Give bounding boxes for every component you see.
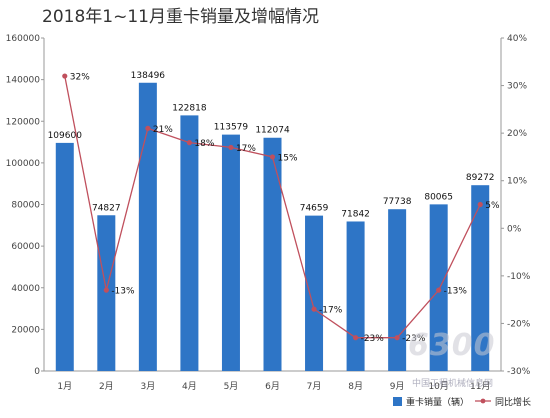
bar-value-label: 122818 xyxy=(172,103,207,113)
left-tick-label: 160000 xyxy=(6,34,41,44)
x-tick-label: 2月 xyxy=(99,381,114,392)
growth-point xyxy=(394,335,400,341)
growth-value-label: -13% xyxy=(111,287,135,297)
right-tick-label: -20% xyxy=(507,319,531,329)
right-axis-ticks: -30% -20% -10% 0% 10% 20% 30% 40% xyxy=(501,34,531,377)
legend-line-label: 同比增长 xyxy=(495,396,531,408)
bar xyxy=(471,185,490,371)
bar-value-label: 138496 xyxy=(131,71,166,81)
left-tick-label: 40000 xyxy=(11,284,40,294)
growth-point xyxy=(145,125,151,131)
x-tick-label: 5月 xyxy=(224,381,239,392)
left-tick-label: 120000 xyxy=(6,117,41,127)
growth-value-labels: 32% -13% 21% 18% 17% 15% -17% -23% -23% -13% 5% xyxy=(70,73,500,345)
x-tick-label: 7月 xyxy=(307,381,322,392)
right-tick-label: -10% xyxy=(507,272,531,282)
growth-point xyxy=(311,306,317,312)
x-tick-label: 9月 xyxy=(390,381,405,392)
bar-value-label: 74659 xyxy=(300,204,329,214)
growth-point xyxy=(186,140,193,146)
chart-title: 2018年1~11月重卡销量及增幅情况 xyxy=(42,7,319,27)
left-tick-label: 100000 xyxy=(6,159,41,169)
growth-value-label: 5% xyxy=(485,201,500,211)
bar xyxy=(221,134,240,371)
right-tick-label: -30% xyxy=(507,367,531,377)
growth-point xyxy=(62,73,68,79)
growth-point xyxy=(269,154,276,160)
legend: 重卡销量（辆） 同比增长 xyxy=(393,396,531,408)
bar xyxy=(55,142,74,371)
bar xyxy=(138,82,157,372)
bar xyxy=(388,209,407,371)
right-tick-label: 0% xyxy=(507,224,522,234)
growth-value-label: -23% xyxy=(361,334,385,344)
bar-value-label: 74827 xyxy=(92,203,121,213)
bar xyxy=(263,137,282,371)
x-axis-ticks: 1月 2月 3月 4月 5月 6月 7月 8月 9月 10月 11月 xyxy=(57,381,490,392)
watermark-logo: 6300 xyxy=(408,328,496,363)
growth-value-label: 18% xyxy=(194,139,214,149)
x-tick-label: 1月 xyxy=(57,381,72,392)
bar xyxy=(180,115,199,371)
growth-point xyxy=(436,287,442,293)
growth-value-label: 15% xyxy=(278,153,298,163)
bar-value-labels: 109600 74827 138496 122818 113579 112074 74659… xyxy=(48,71,495,220)
bar xyxy=(97,215,116,371)
right-tick-label: 20% xyxy=(507,129,527,139)
bar-value-label: 80065 xyxy=(424,192,453,202)
right-tick-label: 10% xyxy=(507,177,527,187)
bar xyxy=(346,221,365,371)
x-tick-label: 8月 xyxy=(348,381,363,392)
growth-value-label: 21% xyxy=(153,125,173,135)
legend-bar-label: 重卡销量（辆） xyxy=(406,396,469,408)
left-tick-label: 140000 xyxy=(6,76,41,86)
bar-series xyxy=(55,82,490,372)
left-axis-ticks: 0 20000 40000 60000 80000 100000 120000 140000 1… xyxy=(6,34,44,377)
growth-value-label: 17% xyxy=(236,144,256,154)
bar-value-label: 113579 xyxy=(214,123,249,133)
right-tick-label: 40% xyxy=(507,34,527,44)
watermark-site: 中国工程机械信息网 xyxy=(412,379,494,389)
growth-point xyxy=(228,144,234,151)
x-tick-label: 6月 xyxy=(265,381,280,392)
right-tick-label: 30% xyxy=(507,82,527,92)
bar-value-label: 89272 xyxy=(466,173,495,183)
x-tick-label: 4月 xyxy=(182,381,197,392)
growth-point xyxy=(103,287,109,293)
growth-value-label: -23% xyxy=(402,334,426,344)
left-tick-label: 20000 xyxy=(11,325,40,335)
bar-value-label: 71842 xyxy=(341,209,370,219)
growth-line-series xyxy=(62,73,483,341)
legend-bar-swatch xyxy=(393,397,402,406)
x-tick-label: 10月 xyxy=(428,381,448,392)
x-tick-label: 11月 xyxy=(470,381,490,392)
bar-value-label: 109600 xyxy=(48,131,83,141)
growth-value-label: -13% xyxy=(444,287,468,297)
x-tick-label: 3月 xyxy=(140,381,155,392)
bar xyxy=(305,215,324,371)
growth-value-label: -17% xyxy=(319,306,343,316)
left-tick-label: 80000 xyxy=(11,201,40,211)
left-tick-label: 60000 xyxy=(11,242,40,252)
bar-value-label: 77738 xyxy=(383,197,412,207)
left-tick-label: 0 xyxy=(34,367,40,377)
growth-point xyxy=(477,201,483,208)
growth-point xyxy=(352,335,359,341)
legend-line-marker xyxy=(480,398,486,404)
bar-value-label: 112074 xyxy=(255,126,290,136)
growth-value-label: 32% xyxy=(70,73,90,83)
